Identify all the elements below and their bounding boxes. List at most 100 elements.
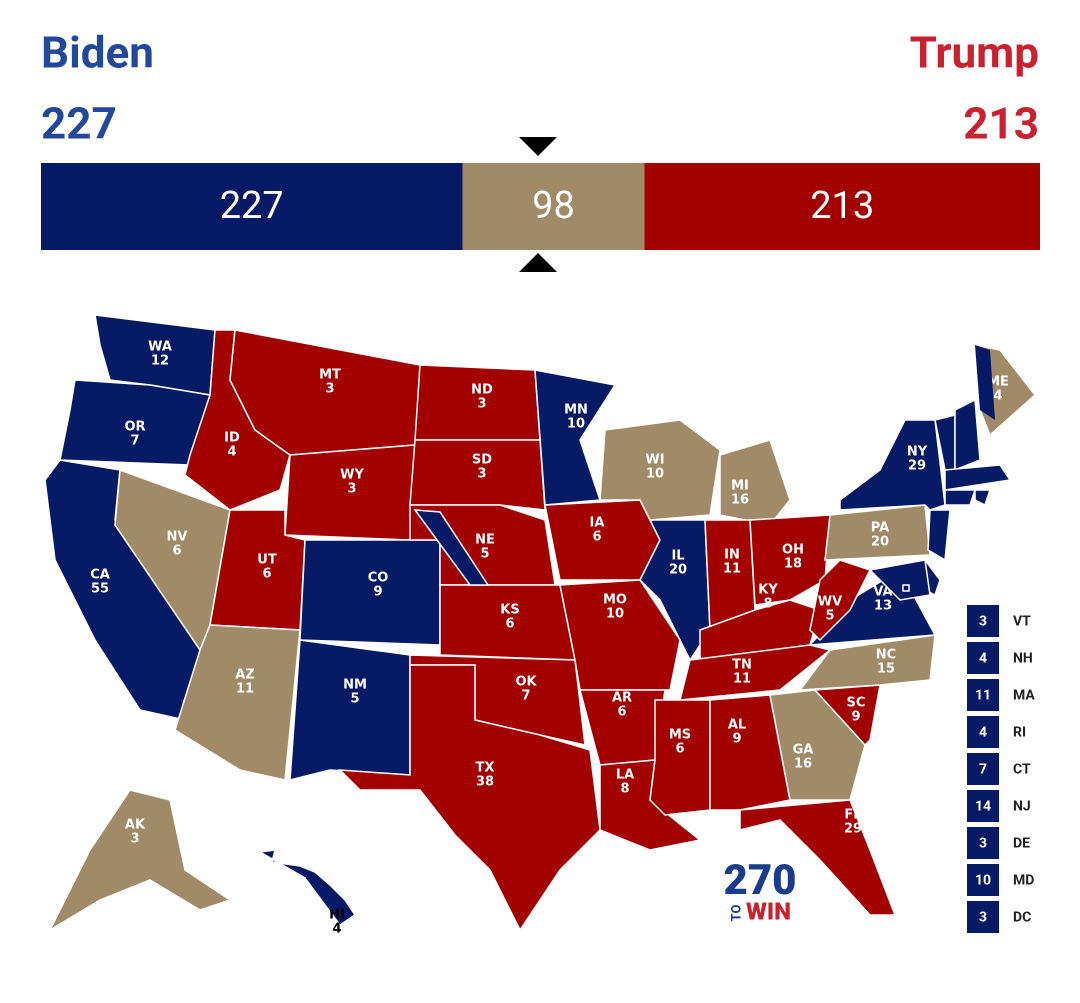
bar-label: 98 xyxy=(532,184,575,228)
state-votes: 29 xyxy=(908,459,926,474)
state-abbr: OK xyxy=(515,675,537,690)
inset-box xyxy=(967,864,999,896)
state-votes: 4 xyxy=(332,922,341,937)
state-votes: 20 xyxy=(871,535,889,550)
inset-votes: 3 xyxy=(979,910,987,926)
state-abbr: WV xyxy=(818,595,842,610)
candidate-right: Trump xyxy=(910,27,1039,79)
inset-abbr: RI xyxy=(1013,725,1026,741)
state-votes: 3 xyxy=(325,382,334,397)
state xyxy=(649,699,711,816)
state-votes: 6 xyxy=(262,567,271,582)
state xyxy=(954,398,981,472)
bar-label: 227 xyxy=(220,184,284,228)
state-abbr: AZ xyxy=(235,668,255,683)
inset-abbr: DE xyxy=(1013,836,1030,852)
state-abbr: AK xyxy=(125,818,146,833)
state xyxy=(974,489,992,507)
state-abbr: NV xyxy=(167,530,188,545)
state-abbr: IL xyxy=(671,549,684,564)
inset-box xyxy=(967,901,999,933)
state-votes: 15 xyxy=(877,662,895,677)
state-abbr: KY xyxy=(758,583,778,598)
logo-win: WIN xyxy=(746,897,791,925)
state xyxy=(868,559,931,601)
state xyxy=(48,789,232,932)
state-votes: 6 xyxy=(505,617,514,632)
state-votes: 12 xyxy=(151,354,169,369)
marker-top xyxy=(519,137,557,156)
state-votes: 6 xyxy=(617,705,626,720)
total-right: 213 xyxy=(963,98,1039,150)
state-abbr: CO xyxy=(368,571,389,586)
state-votes: 6 xyxy=(172,544,181,559)
inset-abbr: MD xyxy=(1013,873,1034,889)
state-abbr: NC xyxy=(876,648,896,663)
inset-votes: 4 xyxy=(979,651,987,667)
bar-segment xyxy=(41,163,463,250)
state-abbr: OH xyxy=(782,543,804,558)
state xyxy=(338,664,601,932)
marker-bottom xyxy=(519,253,557,272)
state xyxy=(927,509,951,562)
state-votes: 11 xyxy=(236,682,254,697)
state-abbr: TX xyxy=(476,761,495,776)
state-votes: 9 xyxy=(732,732,741,747)
inset-votes: 4 xyxy=(979,725,987,741)
inset-box xyxy=(967,827,999,859)
state xyxy=(798,634,936,691)
state-abbr: PA xyxy=(871,521,889,536)
state-votes: 7 xyxy=(521,689,530,704)
inset-votes: 14 xyxy=(975,799,991,815)
state xyxy=(944,489,977,506)
candidate-left: Biden xyxy=(41,27,154,79)
state-votes: 3 xyxy=(477,397,486,412)
state-abbr: CA xyxy=(90,568,110,583)
state-abbr: IN xyxy=(724,548,740,563)
inset-box xyxy=(967,605,999,637)
state-votes: 7 xyxy=(130,434,139,449)
state-votes: 20 xyxy=(669,563,687,578)
state-votes: 10 xyxy=(646,467,664,482)
state-abbr: UT xyxy=(257,553,277,568)
state-votes: 11 xyxy=(723,562,741,577)
state-abbr: NM xyxy=(343,678,367,693)
state-votes: 13 xyxy=(874,599,892,614)
state-votes: 9 xyxy=(851,710,860,725)
state-abbr: OR xyxy=(124,420,145,435)
state xyxy=(839,419,946,511)
state-votes: 16 xyxy=(731,493,749,508)
state-votes: 10 xyxy=(606,607,624,622)
inset-box xyxy=(967,679,999,711)
state xyxy=(544,499,661,581)
state xyxy=(679,644,832,701)
bar-segment xyxy=(462,163,645,250)
state-abbr: MN xyxy=(564,403,588,418)
inset-abbr: MA xyxy=(1013,688,1035,704)
state-abbr: MO xyxy=(603,593,627,608)
state-votes: 5 xyxy=(825,609,834,624)
state-votes: 29 xyxy=(844,822,862,837)
state-votes: 9 xyxy=(373,585,382,600)
state-abbr: MT xyxy=(319,368,341,383)
state-abbr: AR xyxy=(612,691,632,706)
state-abbr: SD xyxy=(472,453,492,468)
district xyxy=(413,509,490,586)
state-abbr: HI xyxy=(329,908,345,923)
inset-abbr: VT xyxy=(1013,614,1031,630)
state xyxy=(599,419,721,521)
state-abbr: NY xyxy=(907,445,928,460)
state xyxy=(709,694,791,811)
state-votes: 6 xyxy=(675,742,684,757)
state-abbr: TN xyxy=(732,658,752,673)
inset-box xyxy=(967,642,999,674)
state-abbr: MS xyxy=(669,728,691,743)
state xyxy=(719,439,791,526)
state-abbr: WI xyxy=(645,453,664,468)
logo-to: TO xyxy=(729,905,744,922)
state-votes: 5 xyxy=(480,547,489,562)
state-votes: 18 xyxy=(784,557,802,572)
inset-votes: 3 xyxy=(979,836,987,852)
